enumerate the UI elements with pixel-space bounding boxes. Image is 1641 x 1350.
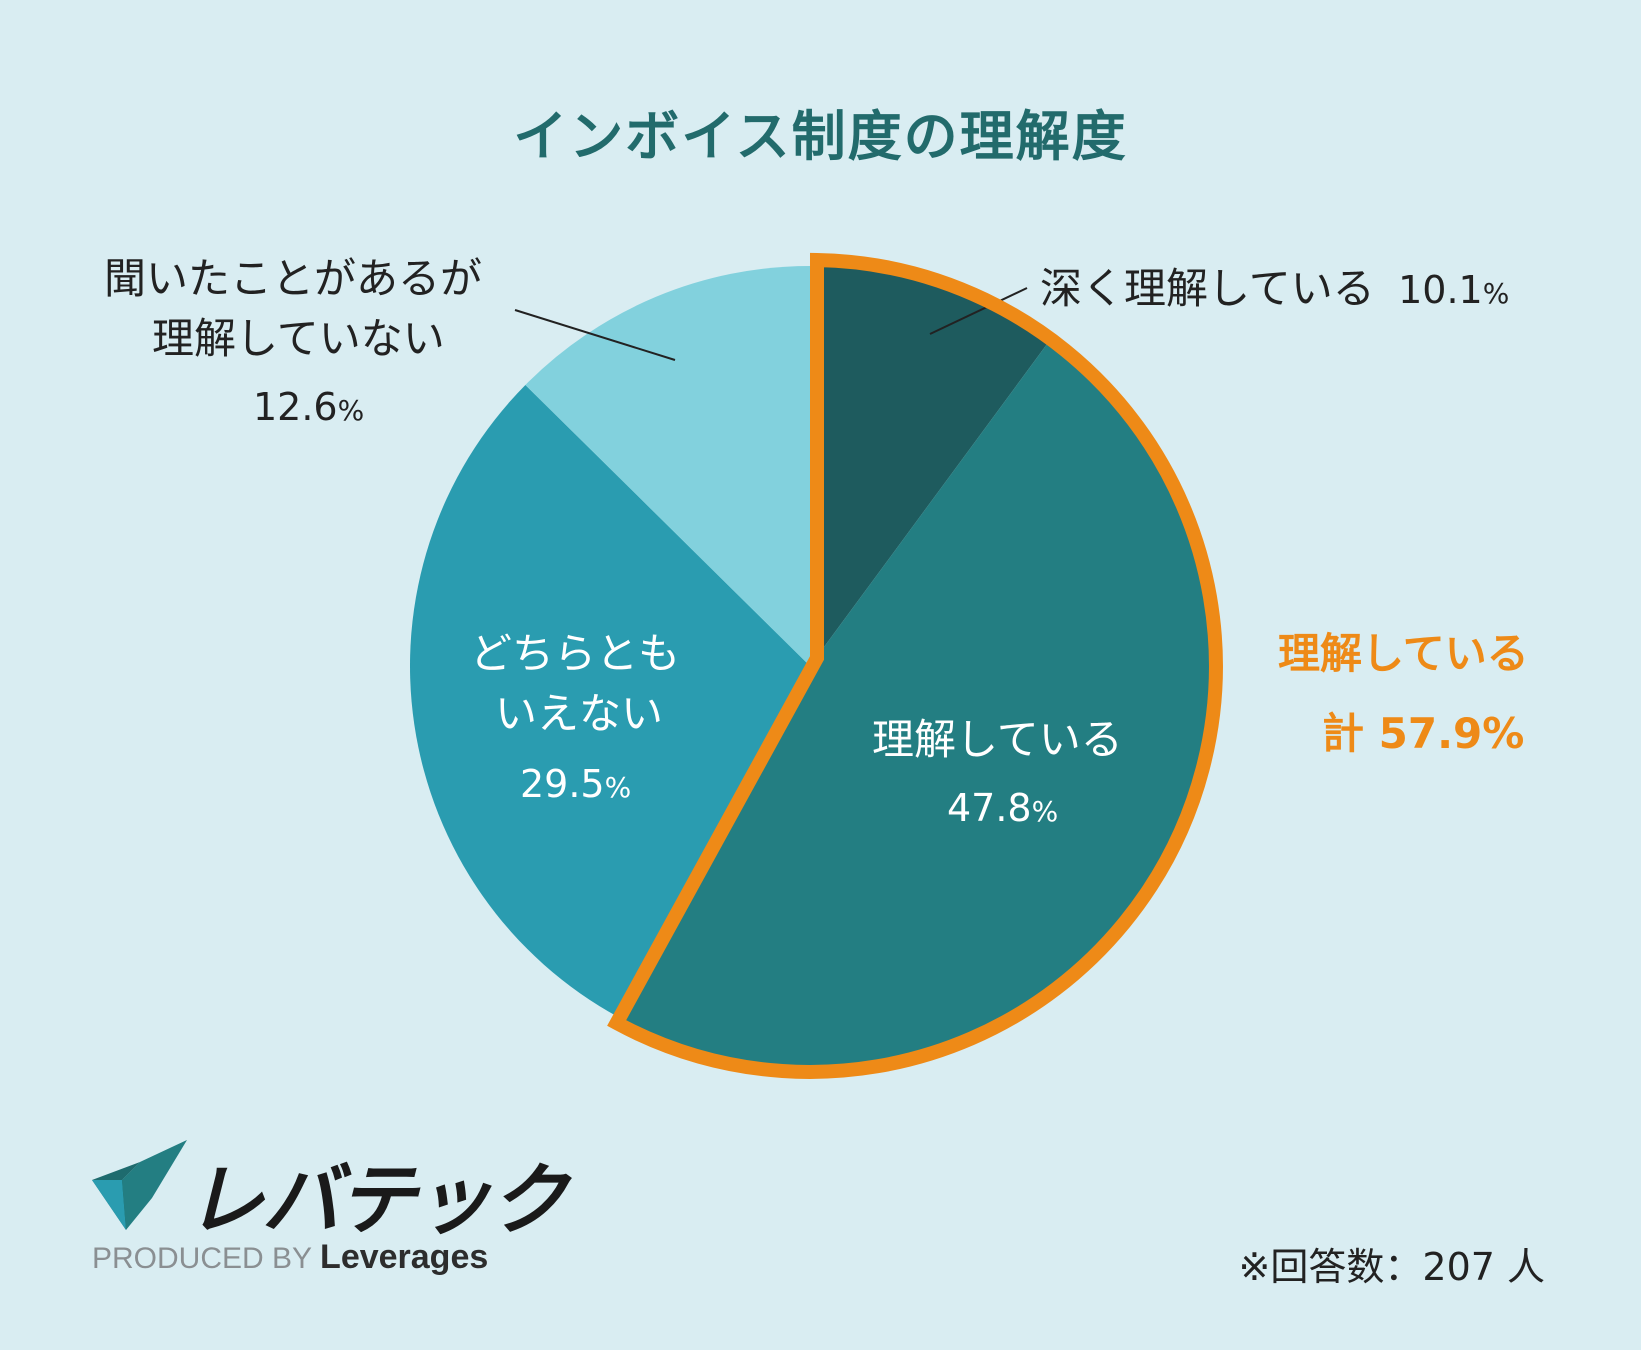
label-neither-value: 29.5 [520, 762, 605, 806]
checkmark-logo-icon [92, 1140, 187, 1230]
label-deep: 深く理解している 10.1% [1040, 255, 1509, 316]
label-understand-unit: % [1031, 795, 1059, 828]
label-heard-unit: % [337, 394, 365, 427]
pie-slice-2 [619, 343, 1210, 1066]
label-deep-value-wrap: 10.1% [1398, 268, 1509, 312]
label-understand-value: 47.8 [947, 786, 1032, 830]
label-deep-value: 10.1 [1398, 268, 1483, 312]
label-deep-text: 深く理解している [1040, 264, 1375, 313]
label-neither-line1: どちらとも [470, 629, 681, 678]
label-neither-unit: % [604, 771, 632, 804]
label-deep-unit: % [1482, 277, 1510, 310]
label-understand-value-wrap: 47.8% [947, 786, 1058, 830]
label-heard-line1: 聞いたことがあるが [104, 254, 483, 303]
label-neither-value-wrap: 29.5% [520, 762, 631, 806]
produced-by-brand: Leverages [320, 1238, 489, 1276]
label-heard-line2: 理解していない [152, 314, 445, 363]
label-total-line2: 計 57.9% [1322, 709, 1525, 758]
label-heard-value: 12.6 [253, 385, 338, 429]
pie-slice-4 [525, 266, 810, 666]
pie-slice-1 [810, 266, 1048, 666]
respondent-count: ※回答数：207 人 [1238, 1245, 1545, 1289]
pie-slice-3 [410, 384, 810, 1018]
highlight-outline [607, 252, 1223, 1079]
chart-title: インボイス制度の理解度 [513, 105, 1128, 168]
leader-line-heard [514, 309, 676, 361]
produced-by: PRODUCED BY Leverages [92, 1238, 488, 1277]
label-understand-text: 理解している [872, 715, 1123, 764]
produced-by-label: PRODUCED BY [92, 1242, 313, 1275]
label-neither-line2: いえない [495, 689, 664, 738]
leader-line-deep [929, 287, 1028, 335]
logo-text: レバテック [186, 1156, 568, 1246]
label-total-line1: 理解している [1278, 629, 1529, 678]
logo-mark [92, 1140, 187, 1234]
label-heard-value-wrap: 12.6% [253, 385, 364, 429]
